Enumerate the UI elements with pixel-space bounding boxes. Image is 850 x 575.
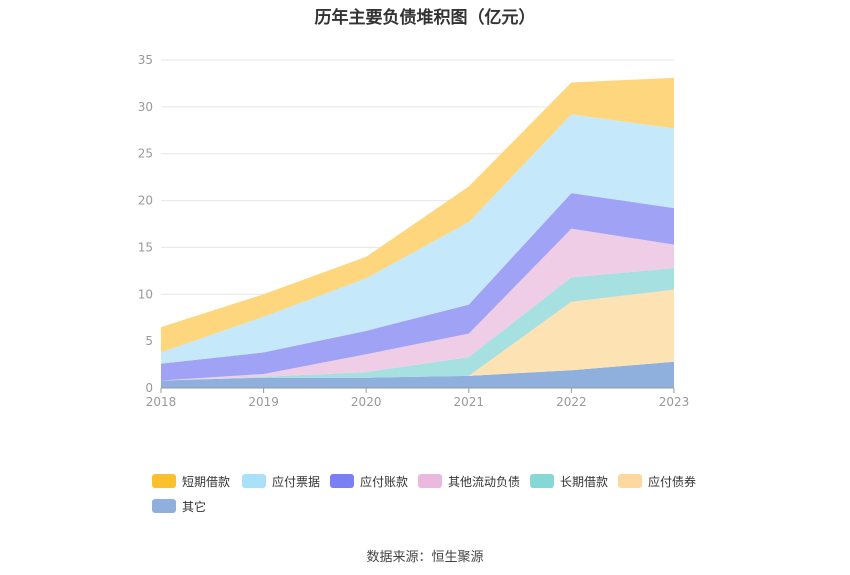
legend-item-other[interactable]: 其它 — [152, 497, 206, 515]
x-tick-label: 2021 — [454, 395, 485, 409]
y-tick-label: 10 — [138, 287, 153, 301]
legend-label: 应付票据 — [272, 474, 321, 489]
legend-item-notes-payable[interactable]: 应付票据 — [242, 472, 320, 490]
x-tick-label: 2023 — [659, 395, 690, 409]
legend-swatch — [418, 474, 442, 488]
x-tick-label: 2019 — [248, 395, 279, 409]
y-tick-label: 0 — [145, 381, 153, 395]
legend-label: 其它 — [182, 499, 207, 514]
legend-swatch — [530, 474, 554, 488]
data-source: 数据来源：恒生聚源 — [366, 550, 484, 565]
x-tick-label: 2020 — [351, 395, 382, 409]
y-tick-label: 20 — [138, 194, 153, 208]
y-tick-label: 5 — [145, 334, 153, 348]
y-tick-label: 25 — [138, 147, 153, 161]
legend-item-accounts-payable[interactable]: 应付账款 — [330, 472, 408, 490]
area-series-5 — [161, 114, 674, 364]
area-series-0 — [161, 361, 674, 388]
y-tick-label: 15 — [138, 240, 153, 254]
legend-label: 应付债券 — [648, 474, 697, 489]
legend-label: 长期借款 — [560, 474, 609, 489]
chart-title: 历年主要负债堆积图（亿元） — [314, 8, 536, 28]
legend-item-long-term-loans[interactable]: 长期借款 — [530, 472, 608, 490]
legend-label: 其他流动负债 — [448, 474, 521, 489]
legend-swatch — [152, 474, 176, 488]
area-series-3 — [161, 228, 674, 381]
legend-item-short-term-loans[interactable]: 短期借款 — [152, 472, 230, 490]
legend-swatch — [242, 474, 266, 488]
legend-item-other-current-liabilities[interactable]: 其他流动负债 — [418, 472, 520, 490]
x-tick-label: 2022 — [556, 395, 587, 409]
y-tick-label: 30 — [138, 100, 153, 114]
legend-swatch — [618, 474, 642, 488]
area-series-6 — [161, 77, 674, 353]
area-series-1 — [161, 289, 674, 381]
area-series-4 — [161, 193, 674, 381]
legend-item-bonds-payable[interactable]: 应付债券 — [618, 472, 696, 490]
legend-label: 应付账款 — [360, 474, 409, 489]
legend-swatch — [330, 474, 354, 488]
y-tick-label: 35 — [138, 53, 153, 67]
legend-swatch — [152, 499, 176, 513]
legend-label: 短期借款 — [182, 474, 231, 489]
x-tick-label: 2018 — [146, 395, 177, 409]
area-series-2 — [161, 268, 674, 381]
